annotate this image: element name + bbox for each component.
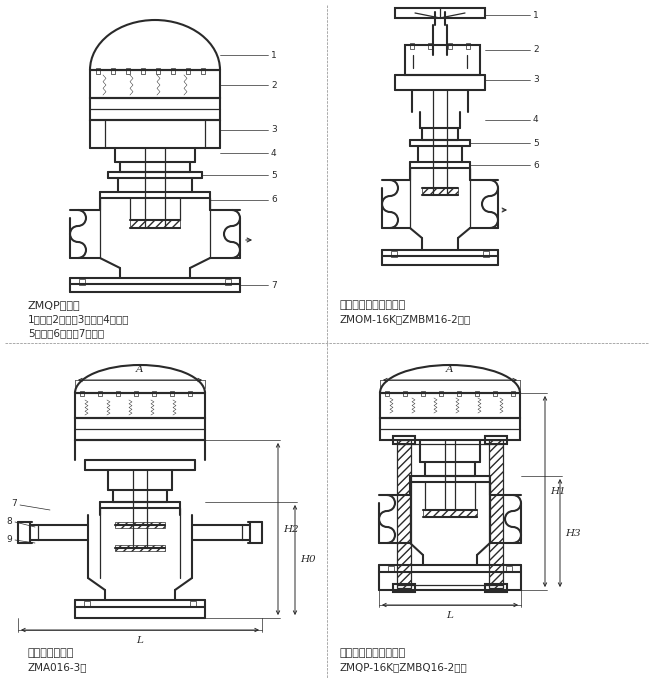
Bar [90, 70, 220, 98]
Text: 3: 3 [533, 75, 539, 84]
Text: A: A [136, 365, 144, 374]
Bar [385, 391, 389, 396]
Bar [96, 68, 100, 74]
Text: 1: 1 [271, 51, 277, 60]
Bar [141, 68, 145, 74]
Bar [423, 510, 477, 517]
Bar [380, 393, 520, 418]
Bar [201, 68, 205, 74]
Bar [489, 440, 503, 588]
Bar [116, 391, 120, 396]
Bar [393, 584, 415, 592]
Bar [80, 391, 84, 396]
Bar [380, 418, 520, 440]
Text: 7: 7 [271, 281, 277, 289]
Bar [393, 436, 415, 444]
Bar [395, 8, 485, 18]
Bar [115, 545, 165, 551]
Bar [190, 601, 196, 607]
Bar [485, 436, 507, 444]
Bar [388, 566, 394, 572]
Bar [475, 391, 479, 396]
Bar [75, 418, 205, 440]
Bar [506, 566, 512, 572]
Text: 4: 4 [533, 115, 539, 124]
Bar [75, 393, 205, 418]
Text: ZMQP单座型: ZMQP单座型 [28, 300, 80, 310]
Bar [156, 68, 160, 74]
Text: H2: H2 [283, 525, 299, 534]
Bar [483, 251, 489, 257]
Bar [170, 391, 174, 396]
Text: 7: 7 [11, 499, 17, 508]
Text: 8: 8 [7, 517, 12, 525]
Text: 2: 2 [271, 80, 277, 89]
Text: 4: 4 [271, 148, 277, 158]
Text: L: L [137, 636, 143, 645]
Text: 6: 6 [271, 196, 277, 204]
Bar [79, 279, 85, 285]
Text: ZMA016-3型: ZMA016-3型 [28, 662, 88, 672]
Text: H1: H1 [550, 487, 566, 496]
Bar [188, 391, 192, 396]
Bar [90, 98, 220, 120]
Text: 套筒切断阀（带手轮）: 套筒切断阀（带手轮） [340, 300, 406, 310]
Bar [422, 188, 458, 195]
Text: ZMOM-16K（ZMBM16-2）型: ZMOM-16K（ZMBM16-2）型 [340, 314, 472, 324]
Text: 9: 9 [7, 534, 12, 543]
Text: ZMQP-16K（ZMBQ16-2）型: ZMQP-16K（ZMBQ16-2）型 [340, 662, 468, 672]
Bar [171, 68, 175, 74]
Text: H3: H3 [565, 528, 581, 538]
Bar [405, 45, 480, 75]
Bar [225, 279, 231, 285]
Bar [134, 391, 138, 396]
Text: 2: 2 [533, 45, 539, 54]
Text: 1、膜片2、推杆3、支架4、阀杆: 1、膜片2、推杆3、支架4、阀杆 [28, 314, 129, 324]
Bar [126, 68, 130, 74]
Bar [466, 43, 470, 49]
Text: 3: 3 [271, 126, 277, 134]
Bar [410, 43, 414, 49]
Text: H0: H0 [300, 556, 316, 565]
Bar [84, 601, 90, 607]
Bar [186, 68, 190, 74]
Bar [421, 391, 425, 396]
Bar [439, 391, 443, 396]
Bar [428, 43, 432, 49]
Text: 5: 5 [533, 139, 539, 147]
Bar [115, 522, 165, 528]
Bar [485, 584, 507, 592]
Text: 1: 1 [533, 10, 539, 19]
Bar [448, 43, 452, 49]
Text: 二位三通切断阀: 二位三通切断阀 [28, 648, 75, 658]
Bar [391, 251, 397, 257]
Text: 5: 5 [271, 171, 277, 180]
Bar [403, 391, 407, 396]
Text: A: A [446, 365, 454, 374]
Text: 5、阀芯6、阀座7、阀体: 5、阀芯6、阀座7、阀体 [28, 328, 104, 338]
Bar [111, 68, 115, 74]
Text: 6: 6 [533, 161, 539, 169]
Bar [130, 220, 180, 228]
Text: 单座切断阀（立柱式）: 单座切断阀（立柱式） [340, 648, 406, 658]
Bar [152, 391, 156, 396]
Bar [457, 391, 461, 396]
Bar [98, 391, 102, 396]
Bar [397, 440, 411, 588]
Bar [493, 391, 497, 396]
Bar [511, 391, 515, 396]
Text: L: L [447, 611, 453, 620]
